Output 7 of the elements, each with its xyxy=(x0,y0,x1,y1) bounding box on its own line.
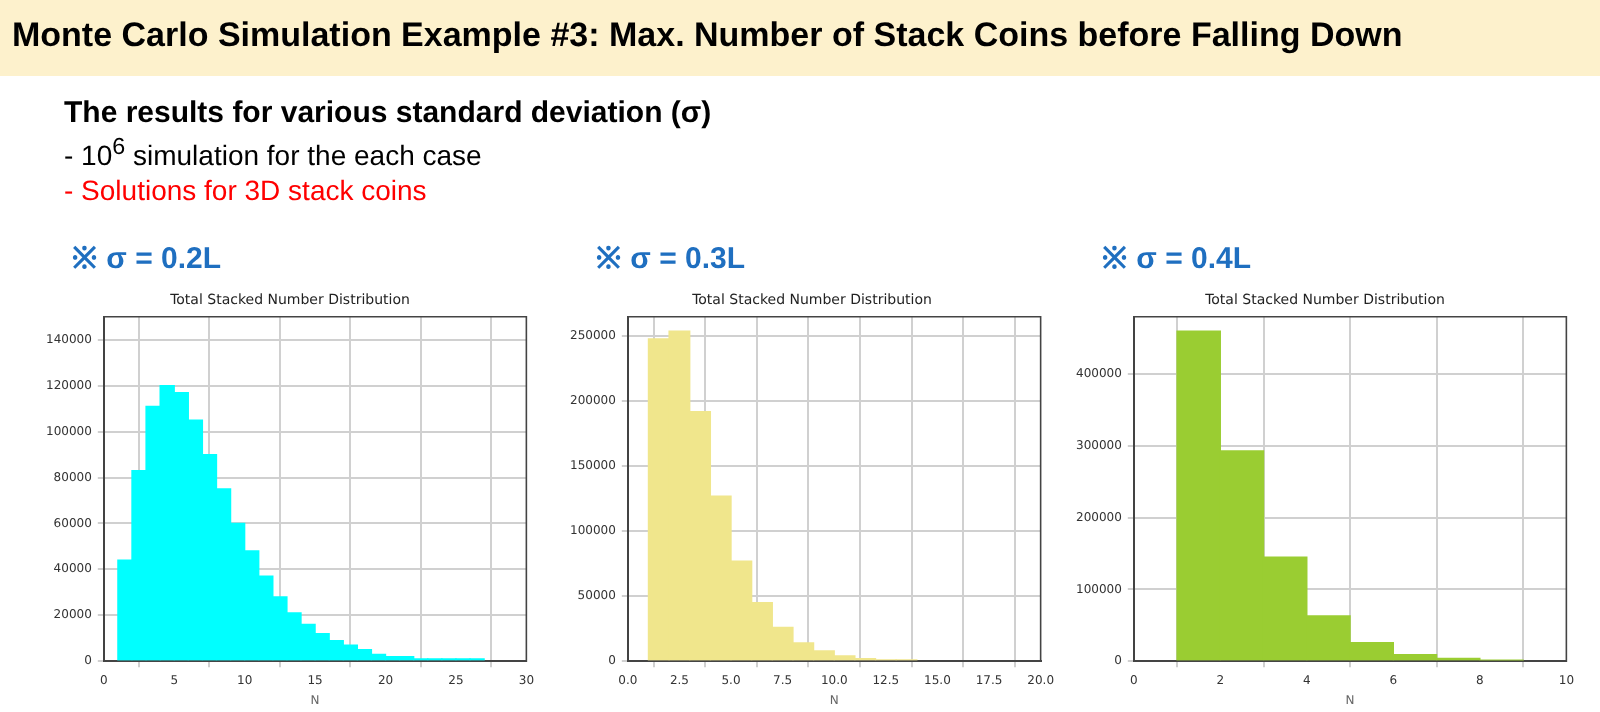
chart-subtitle: ※ σ = 0.4L xyxy=(1100,240,1254,280)
text: The results for various standard deviation (σ) xyxy=(64,96,714,130)
text: - Solutions for 3D stack coins xyxy=(64,173,429,208)
text: Monte Carlo Simulation Example #3: Max. Number of Stack Coins before Falling Down xyxy=(0,0,1600,76)
text: - 10$^{6}$ simulation for the each case xyxy=(64,132,484,174)
chart-subtitle: ※ σ = 0.2L xyxy=(70,240,224,280)
chart-subtitle: ※ σ = 0.3L xyxy=(594,240,748,280)
